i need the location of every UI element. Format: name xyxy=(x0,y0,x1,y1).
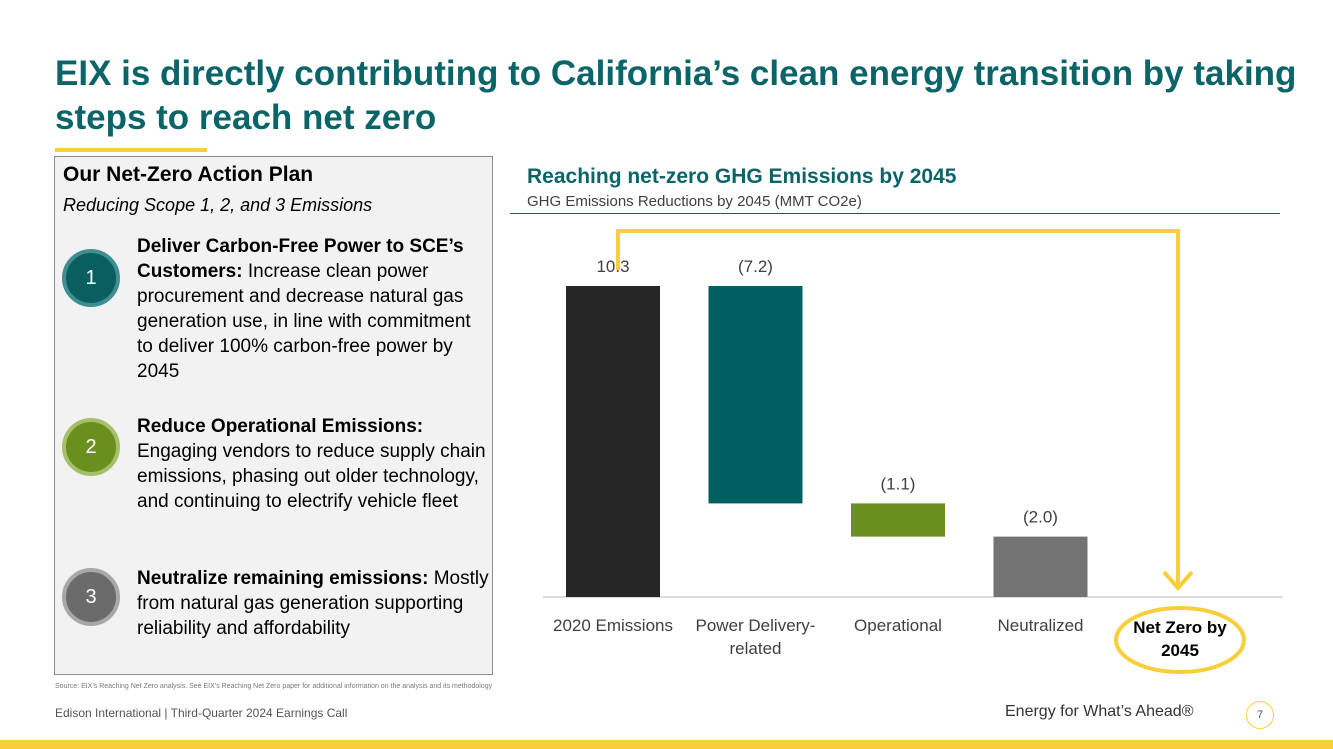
bottom-bar xyxy=(0,740,1333,749)
arrow-head xyxy=(1162,570,1194,592)
plan-item: Deliver Carbon-Free Power to SCE’s Custo… xyxy=(137,234,489,384)
chart-subtitle: GHG Emissions Reductions by 2045 (MMT CO… xyxy=(527,193,862,210)
title-rule xyxy=(55,148,207,152)
bar xyxy=(851,503,945,537)
category-label: Operational xyxy=(854,616,942,635)
bar xyxy=(708,286,803,504)
bar xyxy=(993,536,1088,597)
step-circle: 1 xyxy=(62,249,120,307)
plan-subtitle: Reducing Scope 1, 2, and 3 Emissions xyxy=(63,195,373,215)
plan-item: Reduce Operational Emissions: Engaging v… xyxy=(137,414,489,514)
item-text: Engaging vendors to reduce supply chain … xyxy=(137,441,486,512)
item-heading: Deliver Carbon-Free Power to SCE’s Custo… xyxy=(137,236,464,282)
item-text: Mostly from natural gas generation suppo… xyxy=(137,568,489,639)
plan-title: Our Net-Zero Action Plan xyxy=(63,163,314,186)
item-heading: Neutralize remaining emissions: xyxy=(137,568,429,589)
value-label: (7.2) xyxy=(738,257,773,276)
step-circle: 3 xyxy=(62,568,120,626)
source-note: Source: EIX’s Reaching Net Zero analysis… xyxy=(55,683,493,690)
value-label: 10.3 xyxy=(596,257,629,276)
footer-company: Edison International | Third-Quarter 202… xyxy=(55,706,348,720)
action-plan-box: Our Net-Zero Action Plan Reducing Scope … xyxy=(54,156,493,675)
item-text: Increase clean power procurement and dec… xyxy=(137,261,471,382)
page-number: 7 xyxy=(1246,701,1274,729)
chart-title: Reaching net-zero GHG Emissions by 2045 xyxy=(527,165,957,188)
tagline: Energy for What’s Ahead® xyxy=(1005,703,1194,720)
category-label: 2020 Emissions xyxy=(552,616,673,635)
step-circle: 2 xyxy=(62,418,120,476)
connector-arrow xyxy=(616,229,1180,585)
category-label: Neutralized xyxy=(997,616,1084,635)
slide-title: EIX is directly contributing to Californ… xyxy=(55,54,1297,137)
value-label: (2.0) xyxy=(1023,508,1058,527)
category-label: Power Delivery-related xyxy=(695,616,816,658)
chart-rule xyxy=(510,213,1280,214)
total-label: Net Zero by 2045 xyxy=(1133,618,1227,660)
bar xyxy=(566,286,660,597)
plan-item: Neutralize remaining emissions: Mostly f… xyxy=(137,566,489,641)
value-label: (1.1) xyxy=(881,474,916,493)
item-heading: Reduce Operational Emissions: xyxy=(137,416,424,437)
net-zero-ellipse xyxy=(1114,606,1246,674)
